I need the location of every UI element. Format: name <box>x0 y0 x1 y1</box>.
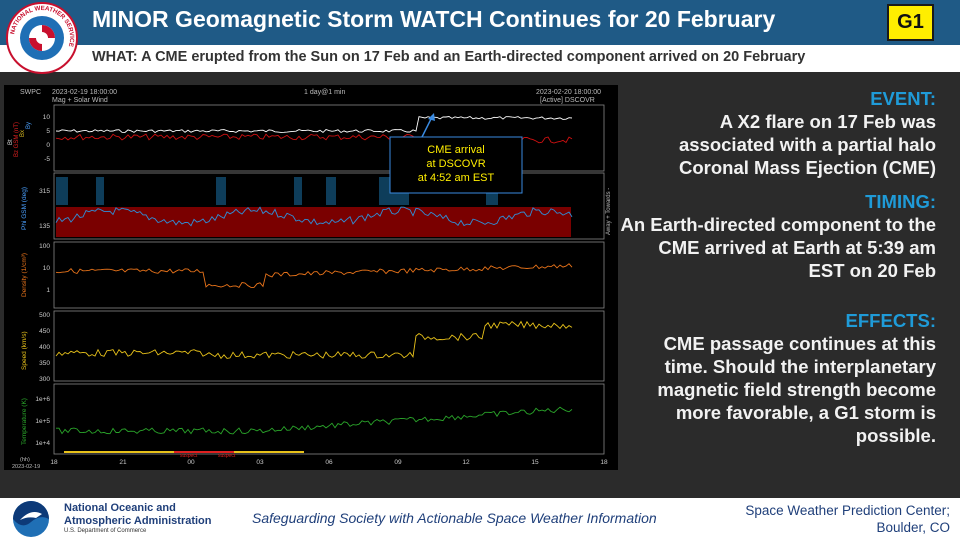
event-body: A X2 flare on 17 Feb was associated with… <box>678 111 936 178</box>
x-tick: 00 <box>187 459 195 466</box>
plot-active-source: [Active] DSCOVR <box>540 97 595 104</box>
x-date: 2023-02-19 <box>12 464 40 470</box>
timing-body: An Earth-directed component to the CME a… <box>620 214 936 281</box>
cme-annotation-line2: at DSCOVR <box>426 158 485 170</box>
noaa-logo <box>10 500 52 538</box>
swpc-line1: Space Weather Prediction Center; <box>745 503 950 518</box>
temp-panel <box>53 383 605 455</box>
page-title: MINOR Geomagnetic Storm WATCH Continues … <box>92 6 776 32</box>
y-tick: 10 <box>43 265 51 272</box>
y-tick: 450 <box>39 328 50 335</box>
nws-logo: NATIONAL WEATHER SERVICE <box>6 2 78 74</box>
cme-arrow-head <box>428 113 435 121</box>
x-tick: 21 <box>119 459 127 466</box>
plot-span: 1 day@1 min <box>304 89 345 96</box>
info-column: EVENT: A X2 flare on 17 Feb was associat… <box>620 88 936 459</box>
suspect-label: suspect <box>180 453 198 459</box>
event-heading: EVENT: <box>870 88 936 109</box>
y-tick: 315 <box>39 188 50 195</box>
bx-legend: Bx <box>20 130 26 137</box>
y-tick: 1e+5 <box>35 418 50 425</box>
speed-axis-label: Speed (km/s) <box>21 331 28 370</box>
timing-heading: TIMING: <box>865 191 936 212</box>
effects-body: CME passage continues at this time. Shou… <box>657 333 936 446</box>
phi-panel <box>53 172 605 240</box>
noaa-name: National Oceanic and Atmospheric Adminis… <box>64 502 212 528</box>
x-tick: 03 <box>256 459 264 466</box>
by-legend: By <box>26 122 32 129</box>
phi-axis-label: Phi GSM (deg) <box>21 187 28 230</box>
temp-axis-label: Temperature (K) <box>21 398 28 445</box>
tagline: Safeguarding Society with Actionable Spa… <box>252 510 657 526</box>
phi-toward-block <box>56 177 68 205</box>
subtitle-bar: WHAT: A CME erupted from the Sun on 17 F… <box>0 45 960 72</box>
plot-source: Mag + Solar Wind <box>52 97 108 104</box>
quality-flag-bar <box>174 451 234 453</box>
noaa-dept: U.S. Department of Commerce <box>64 528 147 534</box>
cme-arrow <box>421 116 433 138</box>
x-tick: 18 <box>600 459 608 466</box>
cme-annotation-box <box>389 136 523 194</box>
noaa-name-line2: Atmospheric Administration <box>64 515 212 527</box>
plot-agency: SWPC <box>20 89 41 96</box>
y-tick: 100 <box>39 243 50 250</box>
y-tick: -5 <box>44 156 50 163</box>
phi-away-band <box>56 207 571 237</box>
phi-side-label: Away + Towards - <box>606 188 612 235</box>
solar-wind-plot: SWPC 2023-02-19 18:00:00 Mag + Solar Win… <box>4 85 618 470</box>
y-tick: 10 <box>43 114 51 121</box>
speed-panel <box>53 310 605 382</box>
swpc-credit: Space Weather Prediction Center; Boulder… <box>690 502 950 536</box>
cme-annotation-line1: CME arrival <box>427 144 484 156</box>
x-unit: (hh) <box>20 457 30 463</box>
y-tick: 400 <box>39 344 50 351</box>
phi-toward-block <box>294 177 302 205</box>
phi-toward-block <box>326 177 336 205</box>
y-tick: 135 <box>39 223 50 230</box>
y-tick: 1e+4 <box>35 440 50 447</box>
phi-trace <box>55 206 573 227</box>
noaa-name-line1: National Oceanic and <box>64 502 176 514</box>
x-tick: 18 <box>50 459 58 466</box>
density-panel <box>53 241 605 309</box>
x-tick: 06 <box>325 459 333 466</box>
y-tick: 300 <box>39 376 50 383</box>
y-tick: 1 <box>46 287 50 294</box>
phi-toward-block <box>96 177 104 205</box>
mag-panel <box>53 104 605 172</box>
plot-start-time: 2023-02-19 18:00:00 <box>52 89 117 96</box>
y-tick: 350 <box>39 360 50 367</box>
density-trace <box>55 263 573 288</box>
y-tick: 500 <box>39 312 50 319</box>
effects-heading: EFFECTS: <box>845 310 936 331</box>
speed-trace <box>55 320 573 360</box>
y-tick: 1e+6 <box>35 396 50 403</box>
phi-toward-block <box>216 177 226 205</box>
plot-end-time: 2023-02-20 18:00:00 <box>536 89 601 96</box>
mag-axis-label: Bt <box>8 139 14 145</box>
header-bar: MINOR Geomagnetic Storm WATCH Continues … <box>0 0 960 45</box>
density-axis-label: Density (1/cm³) <box>21 253 28 297</box>
bz-legend: Bz GSM (nT) <box>14 122 20 157</box>
x-tick: 15 <box>531 459 539 466</box>
footer-bar: National Oceanic and Atmospheric Adminis… <box>0 498 960 540</box>
x-tick: 09 <box>394 459 402 466</box>
cme-annotation-line3: at 4:52 am EST <box>418 172 495 184</box>
x-tick: 12 <box>462 459 470 466</box>
y-tick: 5 <box>46 128 50 135</box>
subtitle: WHAT: A CME erupted from the Sun on 17 F… <box>92 49 806 65</box>
temp-trace <box>56 406 573 435</box>
swpc-line2: Boulder, CO <box>876 520 950 535</box>
bt-trace <box>55 115 573 134</box>
g-scale-badge: G1 <box>887 4 934 41</box>
y-tick: 0 <box>46 142 50 149</box>
suspect-label: suspect <box>218 453 236 459</box>
